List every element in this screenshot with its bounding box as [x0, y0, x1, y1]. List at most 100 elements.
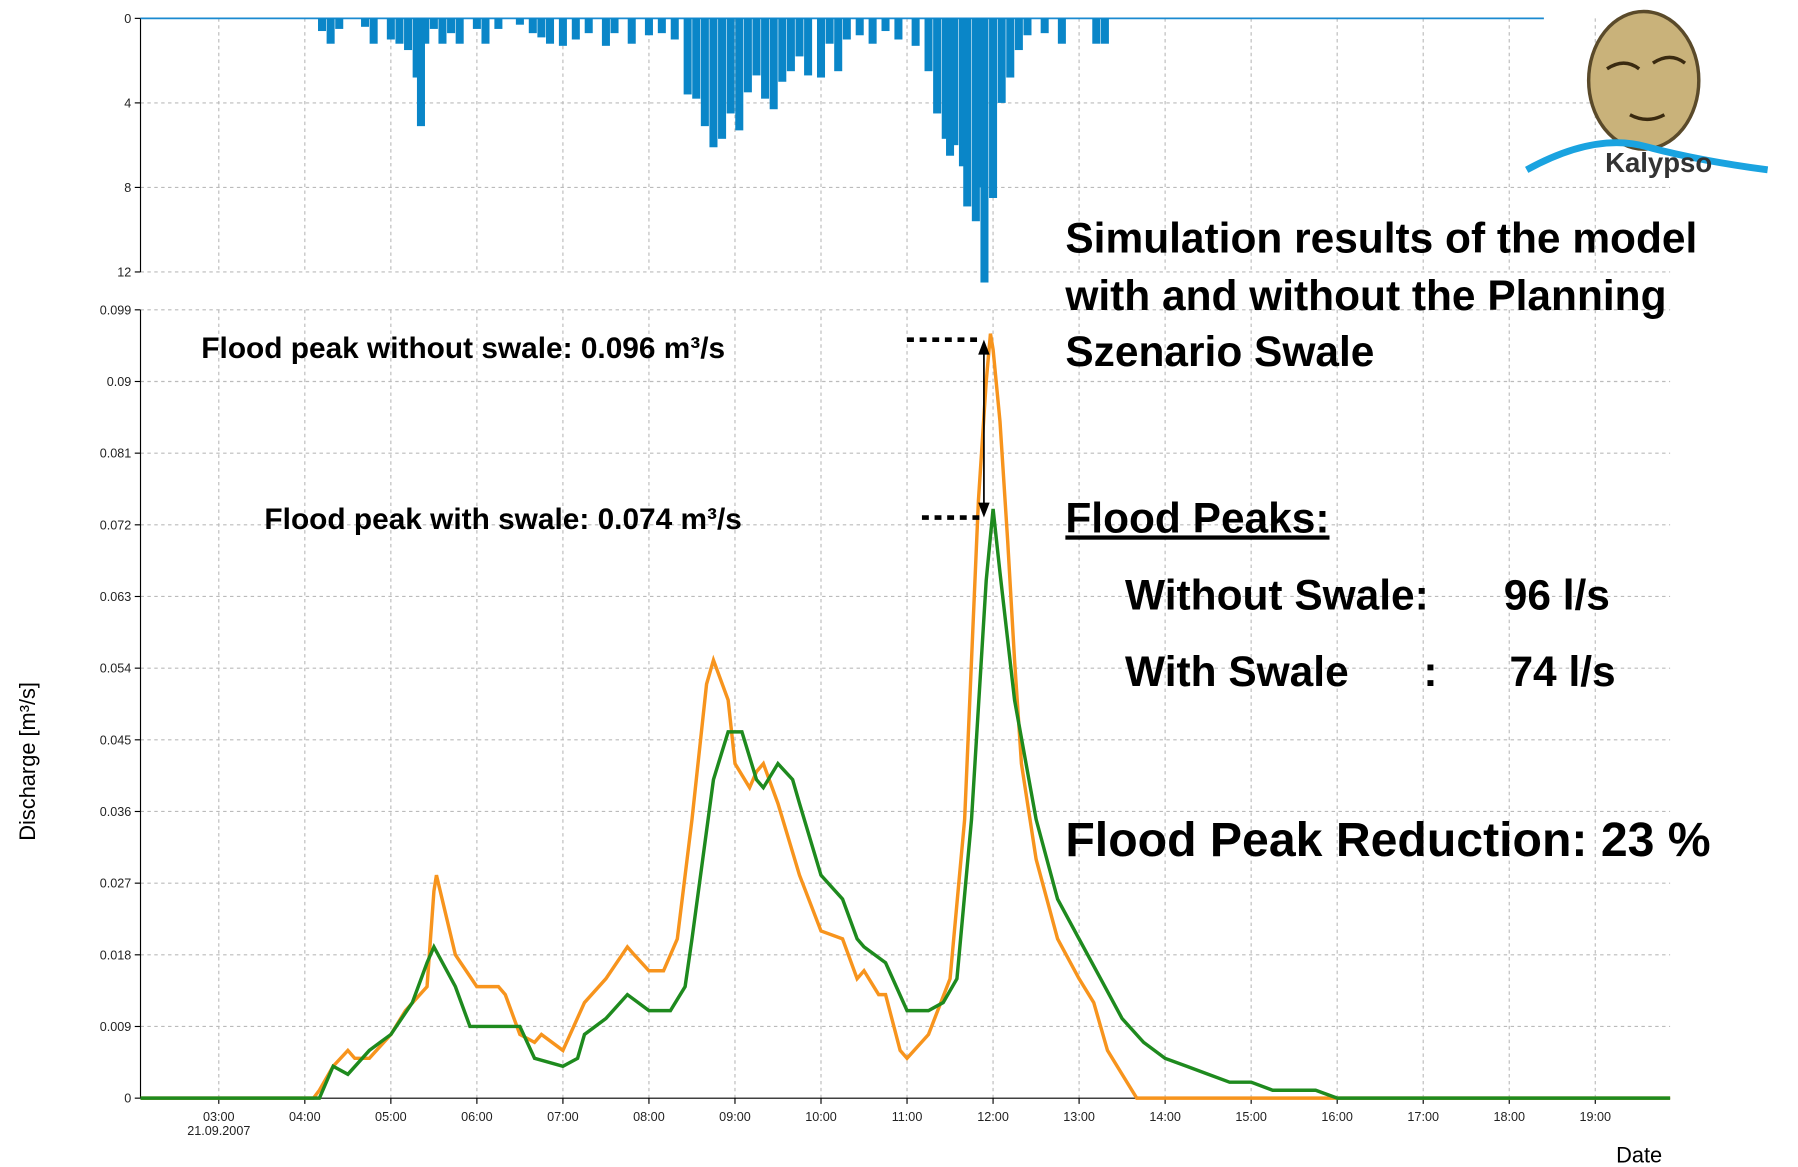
bar — [1041, 18, 1049, 33]
bar — [963, 18, 971, 206]
x-tick-label: 15:00 — [1235, 1110, 1267, 1124]
bar — [701, 18, 709, 126]
y-tick-label: 0 — [124, 12, 131, 26]
bar — [834, 18, 842, 71]
bar — [645, 18, 653, 35]
peak-label: Without Swale: — [1125, 571, 1429, 618]
panel-title: Simulation results of the model — [1065, 214, 1697, 261]
y-tick-label: 0.081 — [100, 447, 132, 461]
bar — [1023, 18, 1031, 35]
peak-value: 74 l/s — [1509, 648, 1615, 695]
y-tick-label: 4 — [124, 96, 131, 110]
panel-title: Szenario Swale — [1065, 328, 1374, 375]
x-tick-label: 07:00 — [547, 1110, 579, 1124]
bar — [318, 18, 326, 31]
x-tick-label: 08:00 — [633, 1110, 665, 1124]
y-tick-label: 0.063 — [100, 590, 132, 604]
bar — [404, 18, 412, 50]
bar — [611, 18, 619, 33]
peak-separator: : — [1423, 648, 1437, 695]
bar — [628, 18, 636, 43]
bar — [856, 18, 864, 35]
x-tick-label: 10:00 — [805, 1110, 837, 1124]
y-axis-label: Discharge [m³/s] — [15, 682, 40, 841]
x-tick-label: 12:00 — [977, 1110, 1009, 1124]
bar — [494, 18, 502, 29]
x-tick-label: 04:00 — [289, 1110, 321, 1124]
bar — [658, 18, 666, 33]
bar — [817, 18, 825, 77]
y-tick-label: 0.099 — [100, 303, 132, 317]
bar — [882, 18, 890, 31]
y-tick-label: 0.072 — [100, 518, 132, 532]
x-tick-label: 09:00 — [719, 1110, 751, 1124]
bar — [387, 18, 395, 39]
y-tick-label: 0.036 — [100, 805, 132, 819]
bar — [516, 18, 524, 24]
x-tick-label: 18:00 — [1493, 1110, 1525, 1124]
x-tick-sublabel: 21.09.2007 — [187, 1124, 250, 1138]
x-axis-label: Date — [1616, 1142, 1662, 1167]
x-tick-label: 03:00 — [203, 1110, 235, 1124]
bar — [1015, 18, 1023, 50]
bar — [950, 18, 958, 145]
y-tick-label: 8 — [124, 181, 131, 195]
bar — [925, 18, 933, 71]
bar — [933, 18, 941, 113]
x-tick-label: 14:00 — [1149, 1110, 1181, 1124]
bar — [998, 18, 1006, 103]
bar — [989, 18, 997, 198]
bar — [684, 18, 692, 94]
bar — [894, 18, 902, 39]
bar — [869, 18, 877, 43]
bar — [395, 18, 403, 43]
bar — [826, 18, 834, 43]
bar — [843, 18, 851, 39]
bar — [1058, 18, 1066, 43]
bar — [980, 18, 988, 282]
bar — [361, 18, 369, 26]
y-tick-label: 0 — [124, 1092, 131, 1106]
bar — [529, 18, 537, 33]
bar — [447, 18, 455, 33]
bar — [438, 18, 446, 43]
bar — [735, 18, 743, 130]
bar — [795, 18, 803, 56]
x-tick-label: 19:00 — [1579, 1110, 1611, 1124]
y-tick-label: 0.027 — [100, 877, 132, 891]
arrow-head — [978, 503, 989, 518]
bar — [585, 18, 593, 33]
bar — [537, 18, 545, 37]
line — [141, 334, 1671, 1098]
bar — [778, 18, 786, 81]
bar — [572, 18, 580, 39]
bar — [1092, 18, 1100, 43]
bar — [370, 18, 378, 43]
y-tick-label: 0.009 — [100, 1020, 132, 1034]
reduction: Flood Peak Reduction: 23 % — [1065, 813, 1710, 867]
bar — [692, 18, 700, 98]
bar — [327, 18, 335, 43]
bar — [546, 18, 554, 43]
x-tick-label: 06:00 — [461, 1110, 493, 1124]
bar — [1006, 18, 1014, 77]
bar — [804, 18, 812, 75]
y-tick-label: 0.045 — [100, 733, 132, 747]
bar — [559, 18, 567, 45]
bar — [744, 18, 752, 92]
x-tick-label: 05:00 — [375, 1110, 407, 1124]
bar — [602, 18, 610, 45]
y-tick-label: 0.09 — [107, 375, 132, 389]
logo: Kalypso — [1527, 11, 1768, 178]
bar — [761, 18, 769, 98]
panel-title: with and without the Planning — [1064, 272, 1666, 319]
annotation: Flood peak with swale: 0.074 m³/s — [264, 503, 741, 536]
y-tick-label: 12 — [117, 266, 131, 280]
x-tick-label: 13:00 — [1063, 1110, 1095, 1124]
bar — [421, 18, 429, 43]
bar — [473, 18, 481, 29]
y-tick-label: 0.054 — [100, 662, 132, 676]
bar — [456, 18, 464, 43]
y-tick-label: 0.018 — [100, 948, 132, 962]
peak-label: With Swale — [1125, 648, 1349, 695]
